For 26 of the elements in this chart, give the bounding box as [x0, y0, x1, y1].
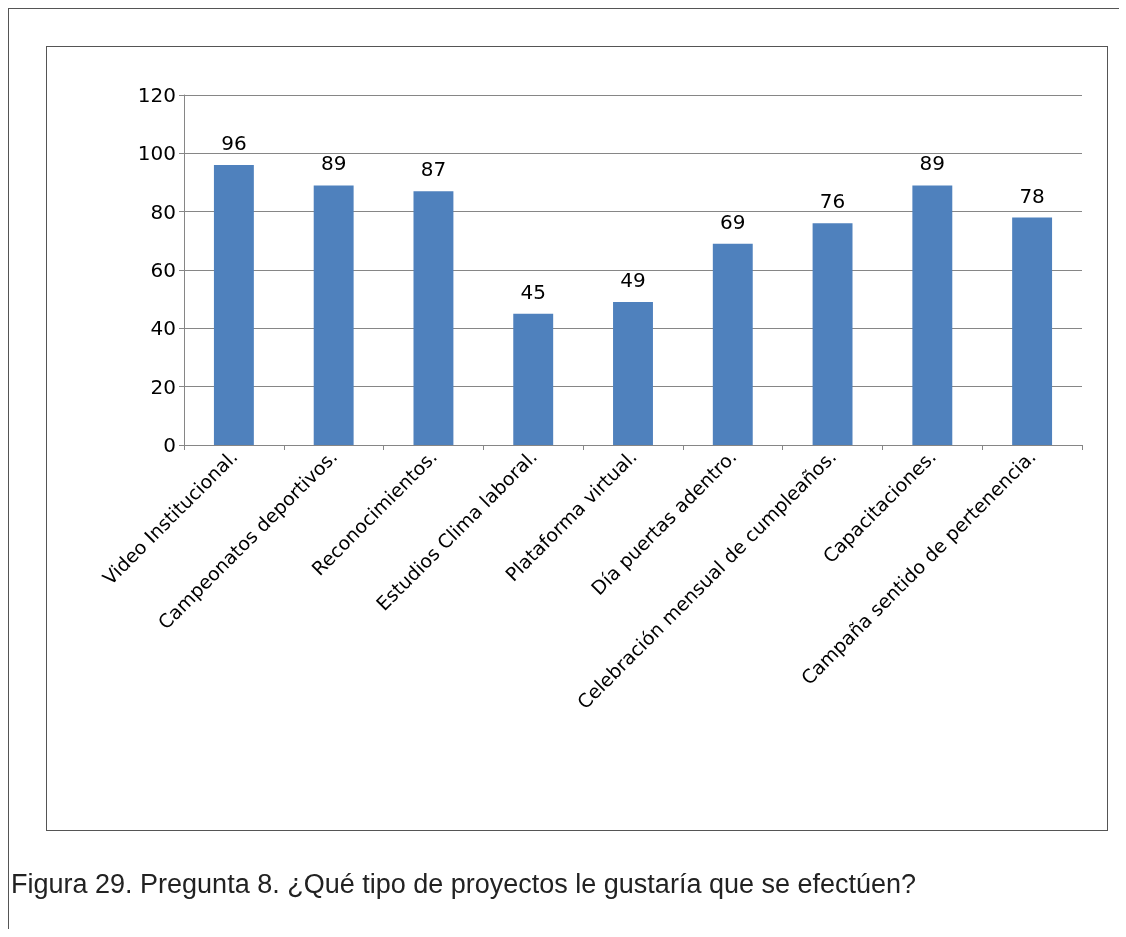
text: Figura 29. Pregunta 8. ¿Qué tipo de proyectos le gustaría que se efectúen?: [11, 869, 917, 900]
bar: [613, 302, 653, 445]
y-tick-label: 100: [137, 141, 176, 166]
y-tick-label: 120: [137, 83, 176, 107]
y-tick-label: 40: [150, 316, 176, 341]
bar: [912, 185, 953, 445]
y-tick-label: 80: [150, 199, 176, 224]
data-label: 45: [520, 279, 546, 304]
data-label: 89: [919, 151, 946, 176]
bar: [413, 191, 454, 445]
y-tick-label: 0: [163, 433, 176, 457]
data-label: 78: [1019, 183, 1045, 208]
bar: [1012, 217, 1053, 445]
data-label: 69: [720, 209, 746, 234]
y-tick-label: 60: [150, 258, 176, 282]
data-label: 89: [320, 151, 347, 176]
data-label: 87: [420, 157, 447, 182]
bar: [513, 313, 554, 445]
bar: [812, 223, 853, 445]
bar: [712, 243, 753, 445]
bar: [313, 185, 354, 445]
y-tick-label: 20: [150, 374, 176, 399]
bar: [213, 165, 254, 445]
data-label: 96: [221, 131, 247, 155]
data-label: 76: [819, 189, 846, 214]
data-label: 49: [620, 268, 646, 293]
